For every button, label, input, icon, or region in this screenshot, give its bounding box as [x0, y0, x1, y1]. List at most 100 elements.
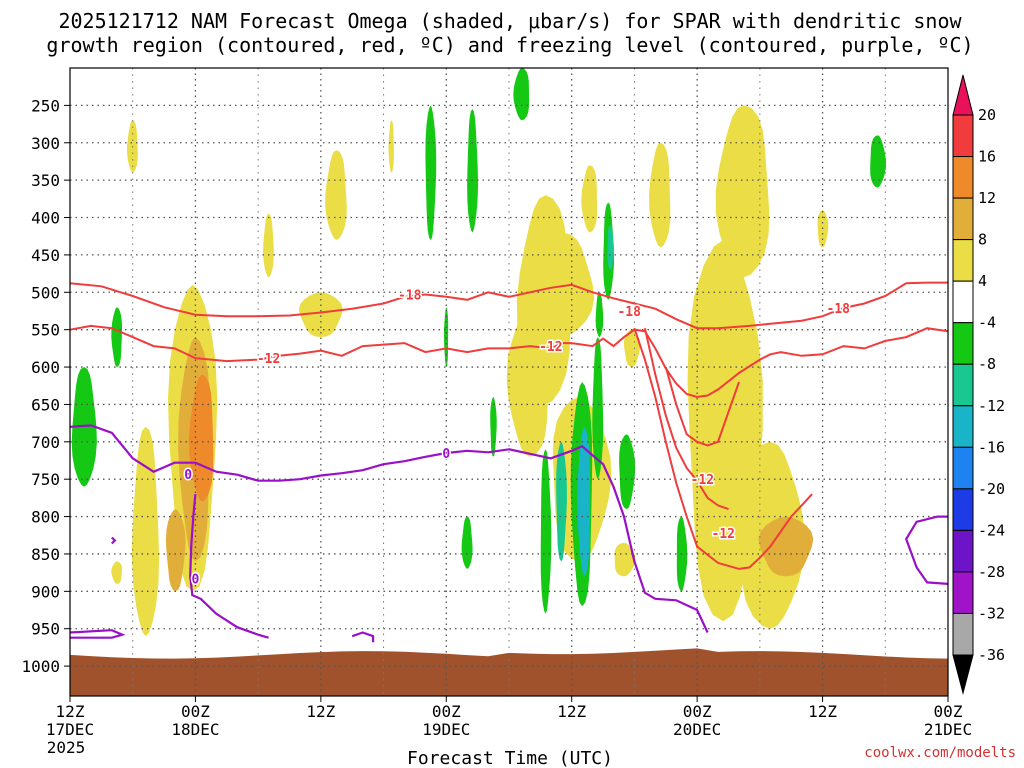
x-tick-hour-36: 00Z — [432, 702, 461, 721]
y-tick-label-850: 850 — [31, 545, 60, 564]
omega-region-up-15 — [649, 142, 671, 248]
colorbar-label-12: -32 — [978, 604, 1005, 622]
colorbar-cell-3 — [952, 239, 974, 282]
x-tick-hour-48: 12Z — [557, 702, 586, 721]
colorbar-cell-2 — [952, 197, 974, 241]
colorbar-label-2: 12 — [978, 189, 996, 207]
contour-label-9: 0 — [192, 573, 200, 588]
colorbar: 20 16 12 8 4 -4 -8 -12 -16 -20 -24 -28 -32 -36 — [952, 74, 1005, 695]
colorbar-top-arrow — [952, 74, 974, 116]
omega-region-down-17 — [870, 135, 887, 188]
x-tick-year-0: 2025 — [47, 738, 86, 757]
colorbar-cell-1 — [952, 156, 974, 199]
omega-region-down-2 — [425, 105, 437, 241]
colorbar-label-1: 16 — [978, 148, 996, 166]
omega-region-up-0 — [131, 426, 160, 637]
plot-border — [69, 67, 949, 697]
colorbar-cell-4 — [952, 280, 974, 324]
terrain — [70, 648, 948, 696]
red-contour-4 — [664, 366, 740, 447]
y-tick-label-400: 400 — [31, 209, 60, 228]
colorbar-bottom-arrow — [952, 654, 974, 695]
contour-label-5: -12 — [691, 473, 714, 488]
omega-region-down-1 — [111, 307, 122, 367]
y-tick-label-250: 250 — [31, 96, 60, 115]
contour-label-6: -12 — [712, 527, 735, 542]
y-tick-label-550: 550 — [31, 321, 60, 340]
colorbar-label-5: -4 — [978, 314, 996, 332]
colorbar-cell-8 — [952, 446, 974, 490]
contour-label-1: -18 — [617, 305, 641, 320]
red-contour-2 — [633, 327, 813, 570]
omega-region-up-20 — [614, 542, 636, 577]
purple-contour-1 — [189, 493, 269, 639]
omega-region-down-8 — [577, 426, 590, 577]
purple-contour-3 — [351, 631, 375, 643]
colorbar-cell-5 — [952, 322, 974, 365]
y-tick-label-500: 500 — [31, 283, 60, 302]
y-tick-label-450: 450 — [31, 246, 60, 265]
omega-region-up-17 — [715, 105, 770, 278]
omega-shading — [71, 68, 887, 637]
omega-region-up-14 — [581, 165, 598, 233]
y-tick-label-1000: 1000 — [21, 657, 60, 676]
x-tick-hour-24: 12Z — [306, 702, 335, 721]
omega-region-up-4 — [165, 509, 186, 592]
y-tick-label-900: 900 — [31, 582, 60, 601]
y-tick-label-750: 750 — [31, 470, 60, 489]
purple-contour-5 — [111, 536, 117, 545]
omega-region-down-13 — [619, 434, 636, 510]
omega-region-down-16 — [676, 516, 688, 592]
omega-region-up-7 — [263, 213, 274, 278]
y-tick-label-700: 700 — [31, 433, 60, 452]
x-tick-hour-0: 12Z — [56, 702, 85, 721]
y-tick-label-950: 950 — [31, 620, 60, 639]
omega-region-up-9 — [388, 120, 394, 173]
x-tick-hour-84: 00Z — [934, 702, 963, 721]
colorbar-label-11: -28 — [978, 563, 1005, 581]
x-tick-date-12: 18DEC — [171, 720, 219, 739]
contour-label-3: -12 — [257, 352, 280, 367]
omega-region-up-21 — [623, 329, 641, 367]
omega-region-up-5 — [111, 561, 122, 584]
x-tick-hour-12: 00Z — [181, 702, 210, 721]
colorbar-cell-11 — [952, 571, 974, 614]
colorbar-cell-6 — [952, 363, 974, 407]
terrain-fill — [70, 648, 948, 696]
omega-region-up-11 — [528, 232, 595, 338]
colorbar-label-13: -36 — [978, 646, 1005, 664]
x-tick-date-84: 21DEC — [924, 720, 972, 739]
omega-region-down-6 — [556, 441, 567, 562]
colorbar-cell-0 — [952, 114, 974, 158]
grid-lines — [70, 68, 948, 696]
contour-label-2: -18 — [827, 302, 851, 317]
colorbar-cell-12 — [952, 612, 974, 656]
omega-region-down-12 — [607, 225, 614, 270]
colorbar-label-9: -20 — [978, 480, 1005, 498]
purple-contour-4 — [904, 515, 949, 585]
purple-contour-0 — [69, 424, 709, 633]
colorbar-label-10: -24 — [978, 521, 1005, 539]
purple-contour-2 — [69, 629, 126, 639]
y-tick-label-800: 800 — [31, 508, 60, 527]
chart-title-line2: growth region (contoured, red, ºC) and f… — [46, 33, 973, 57]
omega-region-down-3 — [467, 109, 478, 233]
x-tick-hour-72: 12Z — [808, 702, 837, 721]
colorbar-label-0: 20 — [978, 106, 996, 124]
omega-region-down-10 — [595, 292, 604, 338]
omega-region-down-14 — [461, 516, 473, 569]
chart-title-line1: 2025121712 NAM Forecast Omega (shaded, μ… — [58, 9, 962, 33]
contour-label-7: 0 — [442, 447, 450, 462]
x-tick-date-60: 20DEC — [673, 720, 721, 739]
omega-region-down-4 — [513, 68, 530, 121]
colorbar-label-7: -12 — [978, 397, 1005, 415]
colorbar-label-3: 8 — [978, 231, 987, 249]
omega-region-up-8 — [325, 150, 347, 240]
y-axis: 250 300 350 400 450 500 550 600 650 700 750 800 850 9… — [21, 96, 70, 676]
contour-label-4: -12 — [539, 340, 562, 355]
colorbar-cell-7 — [952, 405, 974, 448]
omega-region-down-9 — [592, 337, 604, 480]
omega-region-down-18 — [444, 307, 449, 367]
y-tick-label-350: 350 — [31, 171, 60, 190]
